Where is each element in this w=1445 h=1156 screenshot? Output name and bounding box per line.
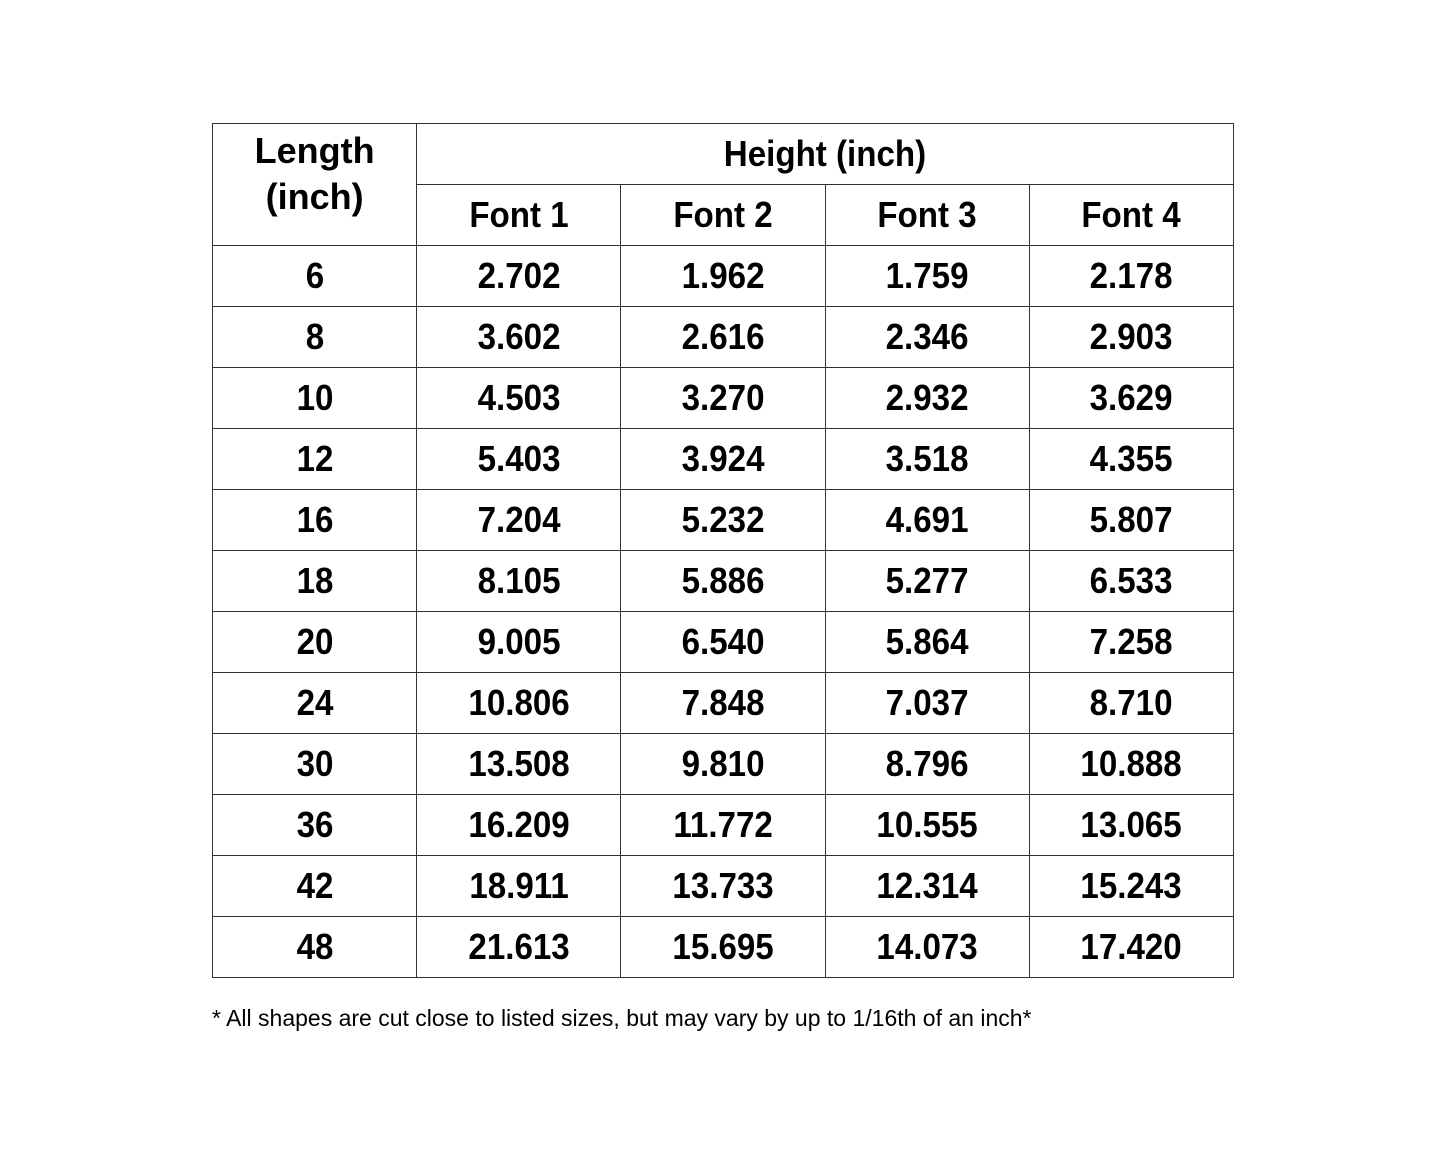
font-header: Font 3 <box>824 184 1030 246</box>
height-cell: 9.005 <box>416 611 622 673</box>
height-cell: 5.886 <box>620 550 826 612</box>
height-cell: 10.555 <box>824 794 1030 856</box>
footnote: * All shapes are cut close to listed siz… <box>212 1005 1032 1031</box>
table-row: 30 13.508 9.810 8.796 10.888 <box>211 733 1235 795</box>
length-cell: 18 <box>211 550 418 612</box>
height-cell: 1.962 <box>620 245 826 307</box>
length-cell: 8 <box>211 306 418 368</box>
table-row: 42 18.911 13.733 12.314 15.243 <box>211 855 1235 917</box>
font-header: Font 2 <box>620 184 826 246</box>
height-cell: 4.503 <box>416 367 622 429</box>
table-row: 36 16.209 11.772 10.555 13.065 <box>211 794 1235 856</box>
height-cell: 4.355 <box>1028 428 1235 490</box>
height-cell: 5.232 <box>620 489 826 551</box>
table-row: 6 2.702 1.962 1.759 2.178 <box>211 245 1235 307</box>
height-cell: 18.911 <box>416 855 622 917</box>
height-cell: 3.629 <box>1028 367 1235 429</box>
height-cell: 1.759 <box>824 245 1030 307</box>
table-row: 20 9.005 6.540 5.864 7.258 <box>211 611 1235 673</box>
length-header: Length (inch) <box>211 123 418 246</box>
height-cell: 15.695 <box>620 916 826 978</box>
height-cell: 7.258 <box>1028 611 1235 673</box>
table-body: 6 2.702 1.962 1.759 2.178 8 3.602 2.616 2.346 2.9… <box>211 245 1235 978</box>
table-row: 10 4.503 3.270 2.932 3.629 <box>211 367 1235 429</box>
height-header: Height (inch) <box>416 123 1234 185</box>
height-cell: 5.864 <box>824 611 1030 673</box>
height-cell: 14.073 <box>824 916 1030 978</box>
header-row: Length (inch) Height (inch) <box>211 123 1234 246</box>
length-cell: 6 <box>211 245 418 307</box>
height-cell: 2.903 <box>1028 306 1235 368</box>
length-cell: 20 <box>211 611 418 673</box>
table-row: 18 8.105 5.886 5.277 6.533 <box>211 550 1235 612</box>
table-row: 8 3.602 2.616 2.346 2.903 <box>211 306 1235 368</box>
height-cell: 17.420 <box>1028 916 1235 978</box>
table-row: 12 5.403 3.924 3.518 4.355 <box>211 428 1235 490</box>
length-header-line2: (inch) <box>265 176 364 217</box>
length-cell: 16 <box>211 489 418 551</box>
height-cell: 2.616 <box>620 306 826 368</box>
length-cell: 36 <box>211 794 418 856</box>
font-header: Font 1 <box>416 184 622 246</box>
height-cell: 8.796 <box>824 733 1030 795</box>
height-cell: 21.613 <box>416 916 622 978</box>
height-cell: 5.277 <box>824 550 1030 612</box>
height-cell: 10.888 <box>1028 733 1235 795</box>
height-cell: 3.924 <box>620 428 826 490</box>
height-cell: 7.037 <box>824 672 1030 734</box>
height-cell: 6.540 <box>620 611 826 673</box>
height-cell: 8.710 <box>1028 672 1235 734</box>
height-cell: 3.518 <box>824 428 1030 490</box>
length-cell: 12 <box>211 428 418 490</box>
height-cell: 2.702 <box>416 245 622 307</box>
table-row: 16 7.204 5.232 4.691 5.807 <box>211 489 1235 551</box>
height-cell: 15.243 <box>1028 855 1235 917</box>
height-cell: 7.204 <box>416 489 622 551</box>
length-cell: 30 <box>211 733 418 795</box>
height-cell: 5.807 <box>1028 489 1235 551</box>
length-header-line1: Length <box>254 130 375 171</box>
height-cell: 10.806 <box>416 672 622 734</box>
height-cell: 6.533 <box>1028 550 1235 612</box>
length-cell: 10 <box>211 367 418 429</box>
height-cell: 2.932 <box>824 367 1030 429</box>
height-cell: 11.772 <box>620 794 826 856</box>
height-cell: 12.314 <box>824 855 1030 917</box>
table-row: 48 21.613 15.695 14.073 17.420 <box>211 916 1235 978</box>
height-cell: 3.270 <box>620 367 826 429</box>
size-table: Length (inch) Height (inch) Font 1 Font … <box>211 123 1235 978</box>
height-cell: 13.508 <box>416 733 622 795</box>
height-cell: 7.848 <box>620 672 826 734</box>
height-cell: 13.065 <box>1028 794 1235 856</box>
height-cell: 9.810 <box>620 733 826 795</box>
height-cell: 2.346 <box>824 306 1030 368</box>
height-cell: 3.602 <box>416 306 622 368</box>
table-row: 24 10.806 7.848 7.037 8.710 <box>211 672 1235 734</box>
height-cell: 2.178 <box>1028 245 1235 307</box>
height-cell: 13.733 <box>620 855 826 917</box>
length-cell: 24 <box>211 672 418 734</box>
length-cell: 48 <box>211 916 418 978</box>
font-header: Font 4 <box>1028 184 1235 246</box>
length-cell: 42 <box>211 855 418 917</box>
height-cell: 5.403 <box>416 428 622 490</box>
height-cell: 4.691 <box>824 489 1030 551</box>
height-cell: 16.209 <box>416 794 622 856</box>
height-cell: 8.105 <box>416 550 622 612</box>
